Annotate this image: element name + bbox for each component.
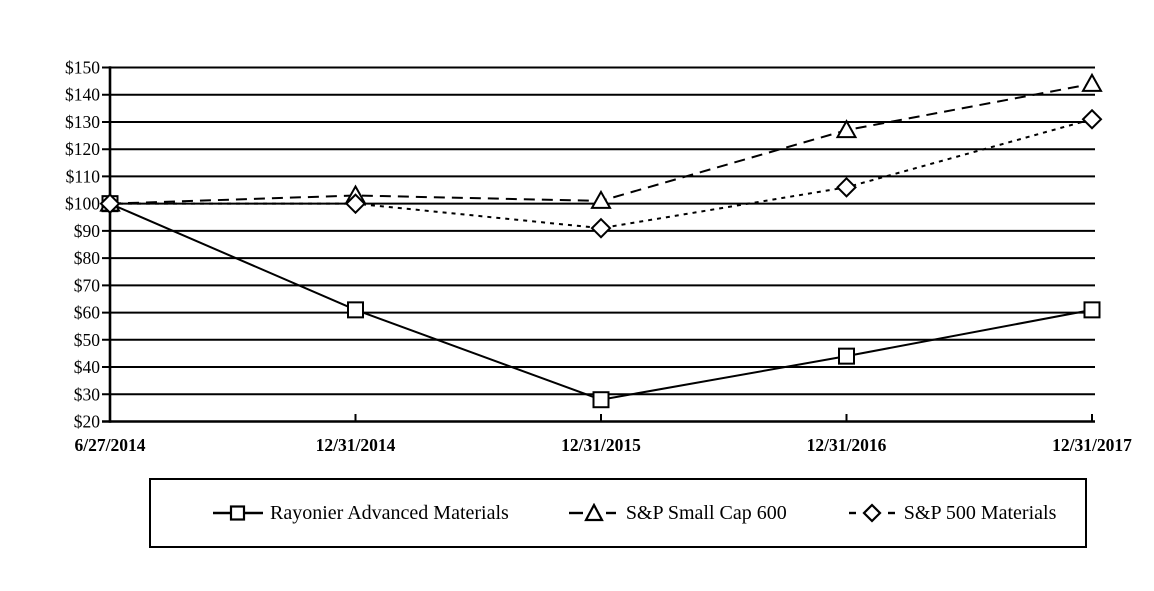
y-axis-label: $60: [74, 303, 101, 323]
diamond-marker: [1081, 108, 1103, 130]
y-axis-label: $70: [74, 275, 101, 295]
triangle-marker: [590, 189, 612, 209]
y-axis-label: $80: [74, 248, 101, 268]
legend-label: S&P Small Cap 600: [625, 502, 787, 524]
legend-item-2: S&P 500 Materials: [847, 502, 1057, 524]
diamond-marker: [99, 193, 121, 215]
legend-item-1: S&P Small Cap 600: [568, 502, 787, 524]
y-axis-label: $100: [65, 194, 100, 214]
x-axis-label: 12/31/2017: [1052, 435, 1132, 455]
diamond-legend-marker-icon: [848, 503, 895, 523]
y-axis-label: $130: [65, 112, 100, 132]
y-axis-label: $90: [74, 221, 101, 241]
square-marker: [347, 301, 364, 319]
y-axis-label: $20: [74, 412, 101, 432]
legend-item-0: Rayonier Advanced Materials: [213, 503, 509, 523]
x-axis-label: 12/31/2014: [316, 435, 396, 455]
x-axis-label: 12/31/2015: [561, 435, 641, 455]
y-axis-label: $50: [74, 330, 101, 350]
y-axis-label: $150: [65, 58, 100, 78]
diamond-marker: [345, 193, 366, 215]
triangle-marker: [1081, 72, 1103, 92]
y-axis-label: $30: [74, 384, 101, 404]
legend-label: Rayonier Advanced Materials: [270, 502, 509, 524]
legend-label: S&P 500 Materials: [903, 502, 1057, 524]
y-axis-label: $120: [65, 139, 100, 159]
series-line-diamond: [110, 118, 1093, 230]
square-marker: [838, 347, 855, 365]
triangle-marker: [835, 119, 858, 139]
chart-legend: Rayonier Advanced Materials S&P Small Cap…: [149, 478, 1087, 548]
triangle-legend-marker-icon: [568, 503, 616, 522]
x-axis-label: 6/27/2014: [75, 435, 146, 455]
square-marker: [1083, 301, 1101, 319]
x-axis-label: 12/31/2016: [807, 435, 887, 455]
series-line-triangle: [109, 82, 1093, 205]
diamond-marker: [590, 217, 612, 239]
square-marker: [592, 391, 610, 409]
y-axis-label: $110: [66, 166, 101, 186]
square-legend-marker-icon: [213, 505, 263, 521]
y-axis-label: $40: [74, 357, 101, 377]
diamond-marker: [836, 176, 857, 198]
y-axis-label: $140: [65, 85, 100, 105]
